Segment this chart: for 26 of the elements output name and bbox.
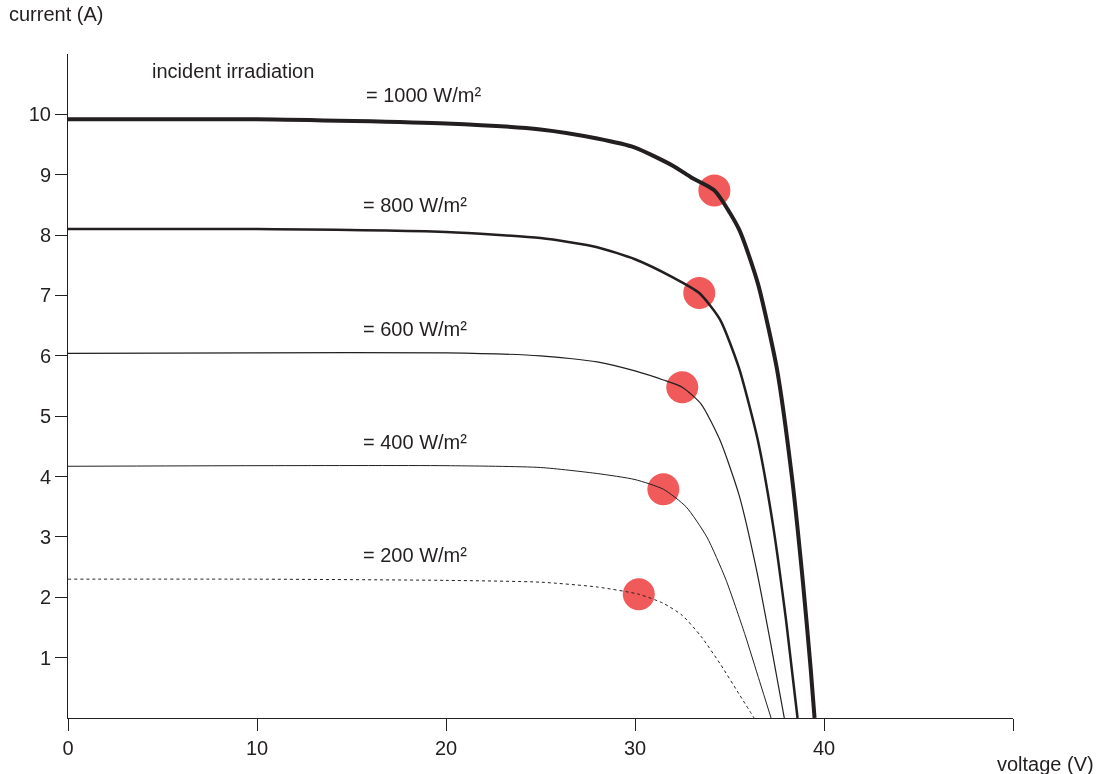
y-axis-title: current (A) xyxy=(9,3,104,25)
point xyxy=(666,371,699,404)
y-tick-label: 10 xyxy=(28,103,51,126)
point xyxy=(683,277,716,310)
x-tick-label: 30 xyxy=(623,737,647,759)
y-tick-label: 4 xyxy=(39,465,51,488)
y-tick-label: 2 xyxy=(39,586,51,609)
y-tick-label: 5 xyxy=(39,405,51,428)
y-tick-label: 8 xyxy=(39,224,51,247)
annotation: = 1000 W/m² xyxy=(366,84,482,106)
annotation: = 200 W/m² xyxy=(363,544,468,566)
x-tick-label: 20 xyxy=(434,737,458,759)
annotation: = 400 W/m² xyxy=(363,431,468,453)
y-tick-label: 1 xyxy=(39,646,51,669)
point xyxy=(622,578,655,611)
x-tick-label: 10 xyxy=(245,737,269,759)
y-tick-label: 9 xyxy=(39,163,51,186)
point xyxy=(647,473,680,506)
annotation: incident irradiation xyxy=(152,60,315,82)
annotation: = 800 W/m² xyxy=(363,194,468,216)
x-tick-label: 0 xyxy=(62,737,74,759)
y-tick-label: 6 xyxy=(39,344,51,367)
x-tick-label: 40 xyxy=(812,737,836,759)
y-tick-label: 3 xyxy=(39,525,51,548)
annotation: = 600 W/m² xyxy=(363,318,468,340)
y-tick-label: 7 xyxy=(39,284,51,307)
